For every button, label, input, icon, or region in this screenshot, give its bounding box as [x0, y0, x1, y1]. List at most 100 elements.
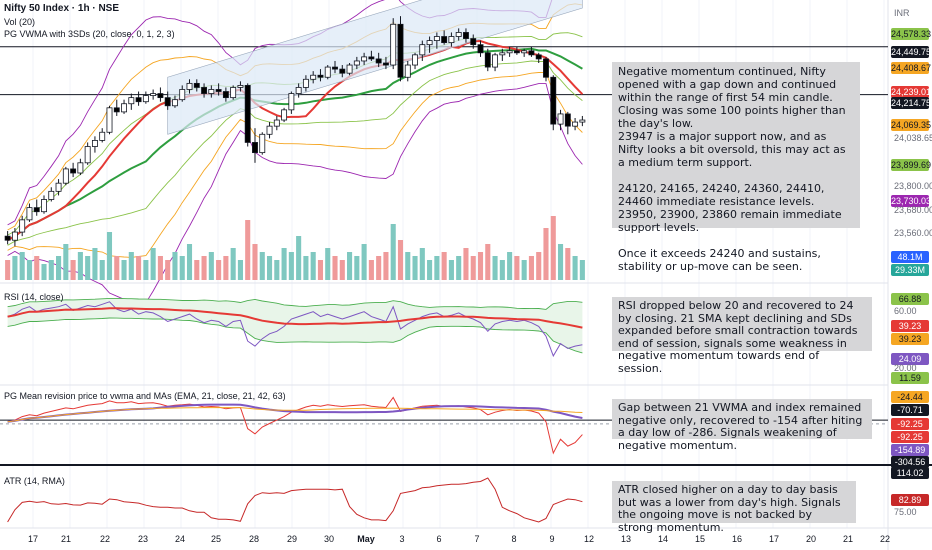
volume-bar — [274, 260, 280, 280]
volume-bar — [157, 256, 163, 280]
candle-body — [332, 66, 338, 70]
candle-body — [4, 235, 11, 241]
volume-bar — [296, 236, 302, 280]
candle-body — [91, 140, 98, 147]
mr-tag: -92.25 — [891, 418, 929, 430]
candle-body — [55, 182, 62, 192]
rsi-tag: 39.23 — [891, 333, 929, 345]
candle-body — [41, 199, 47, 213]
volume-bar — [579, 260, 585, 280]
rsi-pane — [7, 297, 583, 358]
x-tick: 21 — [60, 534, 72, 544]
x-tick: 23 — [137, 534, 149, 544]
x-tick: 17 — [768, 534, 780, 544]
volume-bar — [376, 256, 382, 280]
candle-body — [470, 38, 477, 46]
candle-body — [179, 89, 186, 101]
volume-bar — [368, 260, 374, 280]
rsi-legend: RSI (14, close) — [4, 292, 64, 302]
x-tick: 28 — [248, 534, 260, 544]
price-tag: 24,214.75 — [891, 97, 932, 109]
x-tick: 8 — [511, 534, 517, 544]
candle-body — [535, 54, 542, 60]
volume-bar — [528, 256, 534, 280]
volume-bar — [34, 256, 40, 280]
x-tick: 9 — [549, 534, 555, 544]
volume-bar — [419, 248, 425, 280]
volume-bar — [128, 252, 134, 280]
volume-bar — [303, 256, 309, 280]
band-lower — [7, 83, 583, 304]
candle-body — [237, 85, 244, 88]
x-tick: 22 — [879, 534, 891, 544]
atr-pane — [7, 477, 583, 523]
mean-reversion-note: Gap between 21 VWMA and index remained n… — [612, 399, 872, 451]
x-tick: 21 — [842, 534, 854, 544]
trend-channel — [167, 0, 583, 135]
volume-bar — [136, 256, 142, 280]
volume-bar — [448, 260, 454, 280]
price-tag: 24,239.01 — [891, 86, 932, 98]
band-lower — [7, 72, 583, 258]
volume-bar — [99, 260, 105, 280]
rsi-tag: 66.88 — [891, 293, 929, 305]
candle-body — [48, 190, 55, 200]
volume-bar — [92, 248, 98, 280]
volume-bar — [543, 228, 549, 280]
x-tick: 15 — [694, 534, 706, 544]
candle-body — [412, 54, 418, 66]
atr-tag: 114.02 — [891, 467, 929, 479]
candle-body — [164, 97, 171, 107]
volume-bar — [288, 252, 294, 280]
mr-tag: -92.25 — [891, 431, 929, 443]
candle-body — [499, 52, 506, 56]
candle-body — [404, 64, 411, 78]
candle-body — [244, 85, 251, 143]
candle-body — [492, 54, 499, 68]
candle-body — [302, 78, 309, 88]
rsi-tag: 24.09 — [891, 353, 929, 365]
volume-bar — [470, 256, 476, 280]
candle-body — [201, 87, 208, 94]
volume-bar — [550, 216, 556, 280]
candle-body — [310, 74, 317, 80]
candle-body — [172, 99, 178, 107]
volume-bar — [317, 260, 324, 280]
trend-channel-fill — [167, 0, 583, 135]
volume-bar — [48, 260, 54, 280]
candle-body — [84, 146, 91, 164]
volume-bar — [361, 244, 367, 280]
volume-bar — [237, 260, 243, 280]
mr-ma-line — [7, 403, 583, 423]
atr-tag: 82.89 — [891, 494, 929, 506]
candle-body — [259, 133, 266, 154]
candle-body — [441, 36, 448, 44]
candle-body — [346, 64, 353, 74]
price-label: 23,800.00 — [894, 181, 932, 191]
volume-bar — [12, 256, 18, 280]
volume-bar — [19, 252, 25, 280]
ma-line — [7, 39, 584, 242]
rsi-label: 20.00 — [894, 363, 917, 373]
vol-legend: Vol (20) — [4, 17, 36, 27]
price-label: 23,680.00 — [894, 205, 932, 215]
volume-bar — [208, 252, 214, 280]
candle-body — [273, 119, 280, 127]
candle-body — [230, 87, 237, 99]
volume-bar — [179, 256, 185, 280]
volume-bar — [492, 256, 498, 280]
x-tick: 14 — [657, 534, 669, 544]
candle-body — [106, 107, 113, 133]
price-note: Negative momentum continued, Nifty opene… — [612, 62, 860, 273]
candle-body — [433, 36, 440, 41]
candle-body — [448, 36, 455, 44]
candle-body — [135, 97, 142, 103]
atr-label: 75.00 — [894, 507, 917, 517]
x-tick: 25 — [210, 534, 222, 544]
vwma-legend: PG VWMA with 3SDs (20, close, 0, 1, 2, 3… — [4, 29, 175, 39]
volume-bar — [456, 256, 462, 280]
x-tick: 13 — [620, 534, 632, 544]
volume-bar — [339, 260, 345, 280]
rsi-band-fill — [7, 298, 583, 353]
